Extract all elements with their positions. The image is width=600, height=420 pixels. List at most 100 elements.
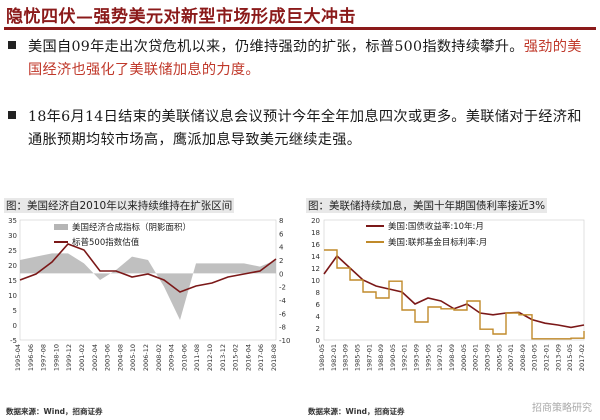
bullet-2: 18年6月14日结束的美联储议息会议预计今年全年加息四次或更多。美联储对于经济和…: [8, 106, 586, 152]
chart2-ytick: 12: [311, 265, 320, 273]
chart1-xtick: 2001-02: [78, 344, 86, 371]
chart1-legend-label-line: 标普500指数估值: [72, 237, 140, 248]
chart2-xtick: 1983-09: [342, 344, 350, 371]
chart1-ytick-left: 25: [8, 247, 17, 255]
chart2-xtick: 2003-09: [483, 344, 491, 371]
chart2-ytick: 14: [311, 253, 320, 261]
chart2-source: 数据来源：Wind，招商证券: [308, 407, 405, 416]
chart2-legend-label-fedfunds: 美国:联邦基金目标利率:月: [388, 237, 487, 248]
chart1-xtick: 2016-04: [244, 344, 252, 371]
title-rule: [4, 27, 596, 30]
chart1-xtick: 2018-08: [270, 344, 278, 371]
chart2-xtick: 2017-02: [578, 344, 586, 371]
chart2-xtick: 1980-05: [318, 344, 326, 371]
bullet-1-plain: 美国自09年走出次贷危机以来，仍维持强劲的扩张，标普500指数持续攀升。: [28, 39, 524, 55]
bullet-1: 美国自09年走出次贷危机以来，仍维持强劲的扩张，标普500指数持续攀升。强劲的美…: [8, 36, 586, 82]
chart2-xtick: 1985-05: [353, 344, 361, 371]
chart1-ytick-left: 5: [13, 307, 17, 315]
chart1-ytick-left: -5: [10, 337, 17, 345]
chart1-ytick-left: 0: [13, 322, 17, 330]
chart1: 35302520151050-586420-2-4-6-8-10美国经济合成指标…: [8, 217, 290, 371]
chart2-xtick: 1982-01: [330, 344, 338, 371]
chart2-xtick: 2010-05: [531, 344, 539, 371]
bullet-1-highlight: 强劲的美国经济也强化了美联储加息的力度。: [28, 39, 582, 78]
chart1-area-series: [20, 253, 276, 320]
chart2-xtick: 1992-01: [401, 344, 409, 371]
bullet-1-text: 美国自09年走出次贷危机以来，仍维持强劲的扩张，标普500指数持续攀升。强劲的美…: [28, 36, 586, 82]
bullet-square-icon: [8, 111, 16, 119]
chart1-legend-swatch-area: [54, 224, 68, 230]
chart1-xtick: 1996-06: [27, 344, 35, 371]
chart1-xtick: 2008-02: [155, 344, 163, 371]
chart1-ytick-right: -4: [279, 297, 287, 305]
chart2-ytick: 2: [316, 325, 320, 333]
chart1-ytick-left: 35: [8, 217, 17, 225]
chart1-xtick: 2012-10: [206, 344, 214, 371]
chart1-xtick: 2004-08: [116, 344, 124, 371]
chart2-ytick: 16: [311, 241, 320, 249]
chart1-ytick-right: -2: [279, 284, 286, 292]
chart2-plot-frame: [323, 219, 585, 341]
chart1-xtick: 2013-12: [219, 344, 227, 371]
chart1-ytick-right: 6: [279, 230, 284, 238]
chart1-ytick-right: -10: [279, 337, 290, 345]
chart2-ytick: 10: [311, 277, 320, 285]
chart2-xtick: 2013-09: [554, 344, 562, 371]
chart2-ytick: 18: [311, 229, 320, 237]
chart2-xtick: 2002-01: [472, 344, 480, 371]
chart1-xtick: 2010-06: [180, 344, 188, 371]
bullet-square-icon: [8, 41, 16, 49]
chart1-xtick: 1997-08: [40, 344, 48, 371]
chart1-xtick: 2011-08: [193, 344, 201, 371]
chart2-xtick: 2008-09: [519, 344, 527, 371]
chart1-plot-frame: [19, 219, 277, 341]
chart1-xtick: 2006-12: [142, 344, 150, 371]
chart2-xtick: 2000-05: [460, 344, 468, 371]
chart2-xtick: 2015-05: [566, 344, 574, 371]
chart1-ytick-right: 2: [279, 257, 283, 265]
chart2-xtick: 2005-05: [495, 344, 503, 371]
chart1-xtick: 2017-06: [257, 344, 265, 371]
bullet-2-text: 18年6月14日结束的美联储议息会议预计今年全年加息四次或更多。美联储对于经济和…: [28, 106, 586, 152]
chart1-ytick-right: -6: [279, 310, 287, 318]
chart2-xtick: 1993-09: [413, 344, 421, 371]
chart1-xtick: 1998-10: [52, 344, 60, 371]
chart1-xtick: 2002-04: [91, 344, 99, 371]
bullet-2-plain: 18年6月14日结束的美联储议息会议预计今年全年加息四次或更多。美联储对于经济和…: [28, 109, 582, 148]
watermark: 招商策略研究: [532, 403, 592, 414]
chart2-xtick: 1988-09: [377, 344, 385, 371]
chart2-xtick: 1995-05: [424, 344, 432, 371]
chart2-ytick: 20: [311, 217, 320, 225]
chart2-xtick: 2012-01: [543, 344, 551, 371]
chart1-source: 数据来源：Wind，招商证券: [6, 407, 103, 416]
chart1-ytick-left: 20: [8, 262, 17, 270]
chart1-xtick: 2009-04: [168, 344, 176, 371]
chart2-ytick: 6: [316, 301, 321, 309]
chart1-xtick: 1995-04: [14, 344, 22, 371]
chart1-xtick: 2015-02: [232, 344, 240, 371]
chart2-xtick: 1998-09: [448, 344, 456, 371]
chart1-ytick-right: 0: [279, 270, 283, 278]
chart2-xtick: 1987-01: [365, 344, 373, 371]
chart2-legend-label-treasury: 美国:国债收益率:10年:月: [388, 221, 484, 232]
chart2-xtick: 1990-05: [389, 344, 397, 371]
chart1-legend-label-area: 美国经济合成指标（阴影面积）: [72, 222, 191, 233]
chart2-xtick: 2007-01: [507, 344, 515, 371]
chart1-xtick: 1999-12: [65, 344, 73, 371]
chart1-xtick: 2005-10: [129, 344, 137, 371]
chart1-ytick-left: 15: [8, 277, 17, 285]
chart1-ytick-left: 10: [8, 292, 17, 300]
chart2: 20181614121086420美国:国债收益率:10年:月美国:联邦基金目标…: [311, 217, 586, 371]
chart1-ytick-left: 30: [8, 232, 17, 240]
chart2-series-fedfunds: [324, 249, 585, 340]
chart1-ytick-right: -8: [279, 324, 286, 332]
chart1-ytick-right: 8: [279, 217, 283, 225]
page-title: 隐忧四伏—强势美元对新型市场形成巨大冲击: [6, 7, 356, 27]
chart1-title: 图：美国经济自2010年以来持续维持在扩张区间: [4, 198, 235, 213]
chart2-xtick: 1997-01: [436, 344, 444, 371]
chart2-ytick: 0: [316, 337, 320, 345]
chart1-line-series: [19, 243, 277, 293]
chart1-xtick: 2003-06: [104, 344, 112, 371]
chart2-ytick: 8: [316, 289, 320, 297]
chart2-title: 图：美联储持续加息，美国十年期国债利率接近3%: [306, 198, 548, 213]
